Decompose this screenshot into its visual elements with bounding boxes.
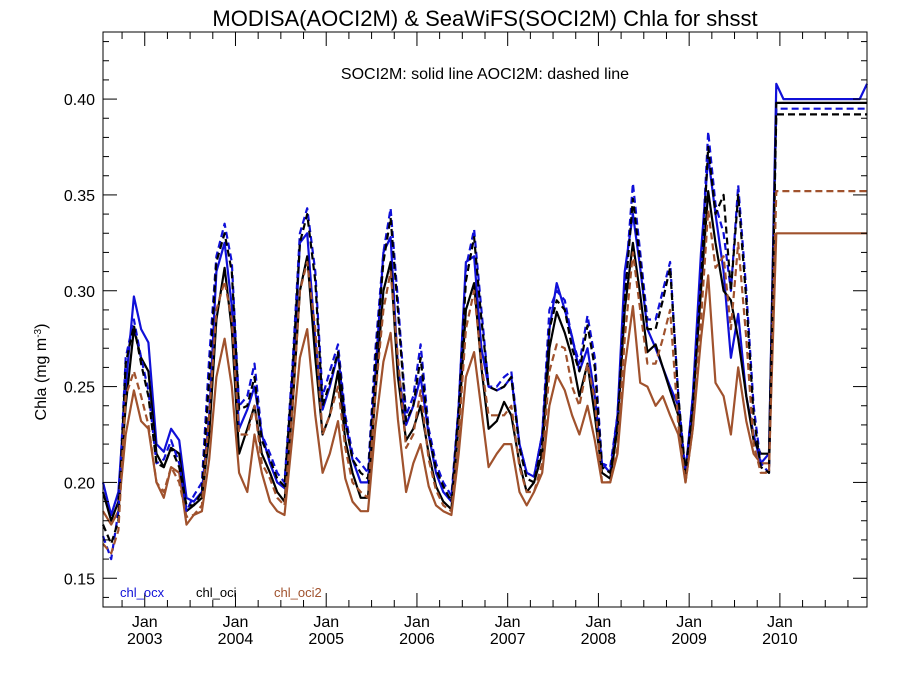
- x-tick-label-year: 2008: [581, 631, 617, 648]
- x-tick-label-month: Jan: [767, 614, 793, 631]
- x-tick-label-year: 2003: [127, 631, 163, 648]
- x-tick-label-year: 2010: [762, 631, 798, 648]
- legend-item-chl-oci2: chl_oci2: [274, 585, 322, 600]
- x-tick-label-year: 2004: [218, 631, 254, 648]
- chart-subtitle: SOCI2M: solid line AOCI2M: dashed line: [341, 66, 629, 83]
- x-tick-label-month: Jan: [313, 614, 339, 631]
- y-axis-label-sup: -3: [33, 328, 44, 337]
- series-line-soci2m-chl-oci: [101, 101, 867, 522]
- legend-item-chl-oci: chl_oci: [196, 585, 237, 600]
- x-tick-label-year: 2009: [671, 631, 707, 648]
- chart-title: MODISA(AOCI2M) & SeaWiFS(SOCI2M) Chla fo…: [212, 6, 757, 31]
- y-tick-label: 0.25: [64, 380, 95, 397]
- y-tick-label: 0.30: [64, 284, 95, 301]
- x-tick-label-month: Jan: [223, 614, 249, 631]
- legend-item-chl-ocx: chl_ocx: [120, 585, 165, 600]
- svg-text:Chla (mg m-3): Chla (mg m-3): [33, 324, 51, 421]
- y-tick-label: 0.35: [64, 188, 95, 205]
- y-tick-label: 0.20: [64, 475, 95, 492]
- legend: chl_ocx chl_oci chl_oci2: [120, 585, 322, 600]
- series-line-aoci2m-chl-ocx: [101, 107, 867, 561]
- series-line-aoci2m-chl-oci2: [102, 190, 867, 555]
- x-tick-label-month: Jan: [586, 614, 612, 631]
- y-tick-label: 0.15: [64, 571, 95, 588]
- y-tick-label: 0.40: [64, 92, 95, 109]
- plot-frame: [102, 31, 868, 608]
- series-line-soci2m-chl-ocx: [101, 82, 868, 517]
- y-axis-label-close: ): [33, 324, 50, 329]
- tick-layer: 0.150.200.250.300.350.40Jan2003Jan2004Ja…: [64, 32, 867, 648]
- x-tick-label-year: 2006: [399, 631, 435, 648]
- series-line-aoci2m-chl-oci: [101, 113, 867, 545]
- y-axis-label: Chla (mg m-3): [33, 324, 51, 421]
- x-tick-label-month: Jan: [495, 614, 521, 631]
- series-layer: [101, 82, 868, 561]
- x-tick-label-year: 2007: [490, 631, 526, 648]
- x-tick-label-year: 2005: [308, 631, 344, 648]
- y-axis-label-main: Chla (mg m: [33, 338, 50, 421]
- x-tick-label-month: Jan: [132, 614, 158, 631]
- series-line-soci2m-chl-oci2: [102, 232, 867, 526]
- x-tick-label-month: Jan: [404, 614, 430, 631]
- x-tick-label-month: Jan: [676, 614, 702, 631]
